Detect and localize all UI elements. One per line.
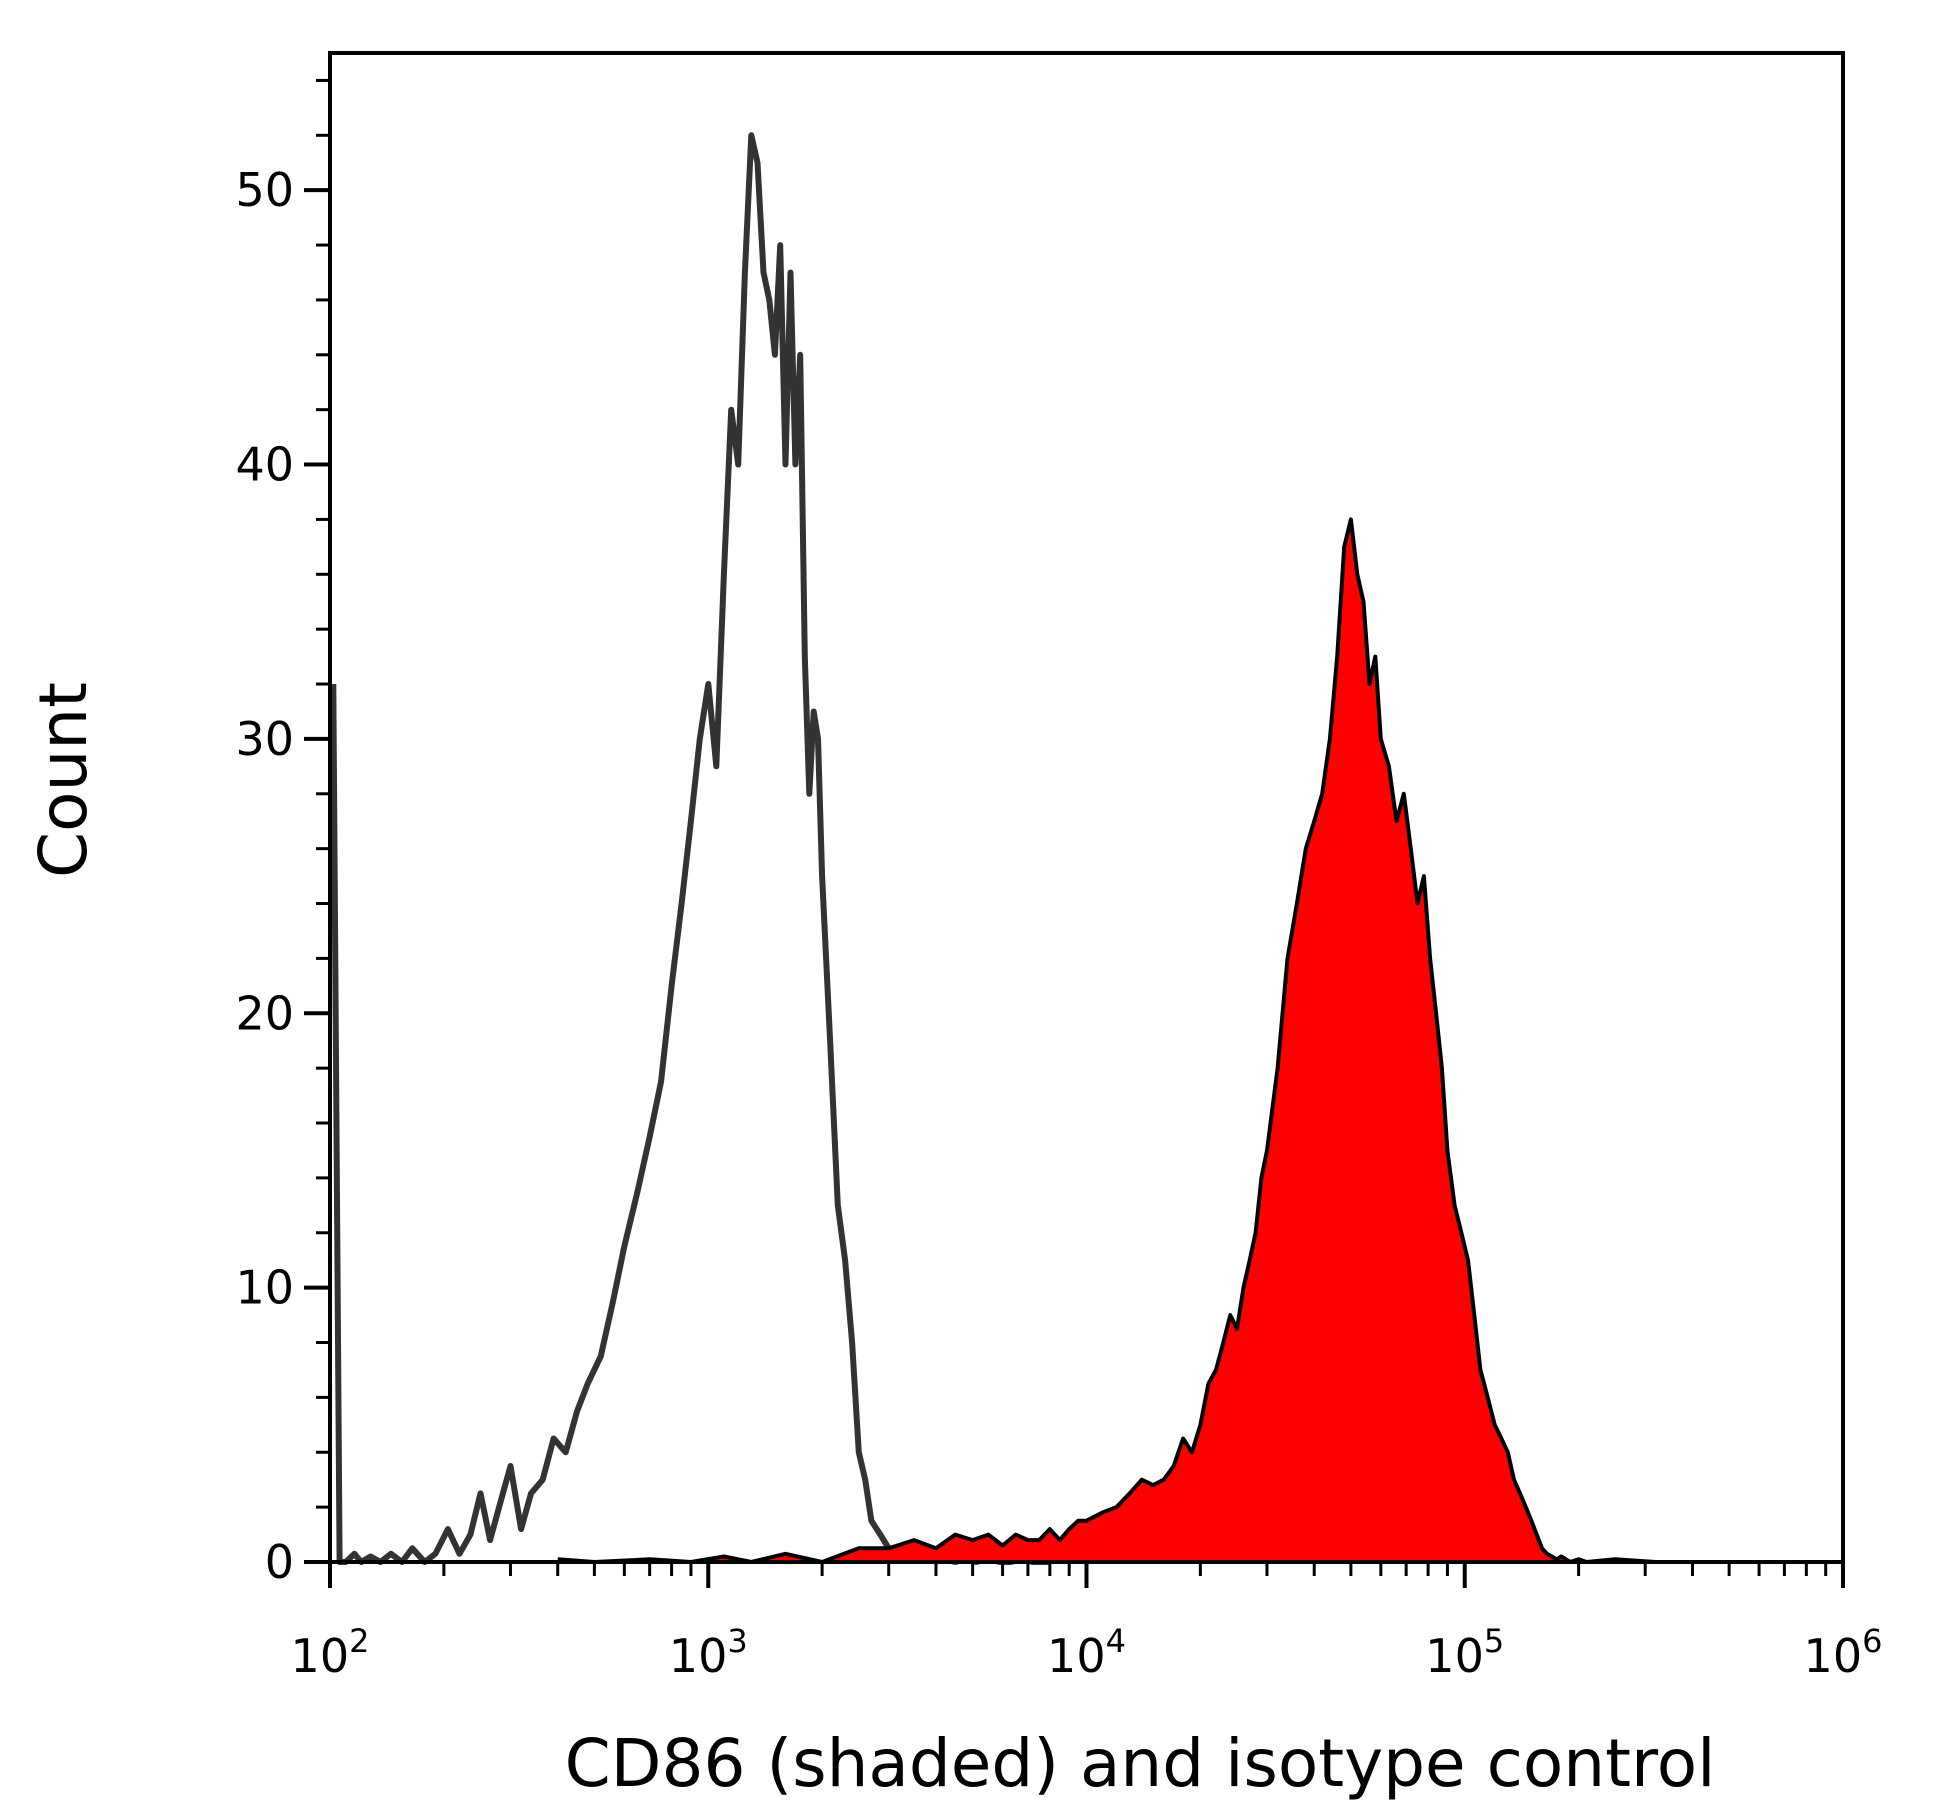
y-tick-label: 30 — [235, 712, 294, 766]
x-tick-label: 105 — [1425, 1622, 1504, 1683]
y-tick-label: 20 — [235, 986, 294, 1040]
plot-frame — [328, 51, 1845, 1564]
x-axis-ticks: 102 103 104 105 106 — [291, 1562, 1883, 1683]
x-tick-label: 106 — [1804, 1622, 1883, 1683]
y-tick-label: 50 — [235, 163, 294, 217]
series-1-fill — [557, 519, 1656, 1562]
series-1-outline — [557, 517, 1656, 1564]
x-tick-label: 103 — [669, 1622, 748, 1683]
y-tick-label: 40 — [235, 438, 294, 492]
y-axis-ticks: 0 10 20 30 40 50 — [235, 78, 330, 1589]
y-axis-title: Count — [25, 682, 102, 878]
series-layer — [330, 132, 1656, 1565]
y-tick-label: 10 — [235, 1261, 294, 1315]
x-axis-title: CD86 (shaded) and isotype control — [565, 1725, 1716, 1802]
x-tick-label: 102 — [291, 1622, 370, 1683]
y-tick-label: 0 — [265, 1535, 294, 1589]
x-tick-label: 104 — [1047, 1622, 1126, 1683]
series-0-line — [330, 132, 1050, 1565]
